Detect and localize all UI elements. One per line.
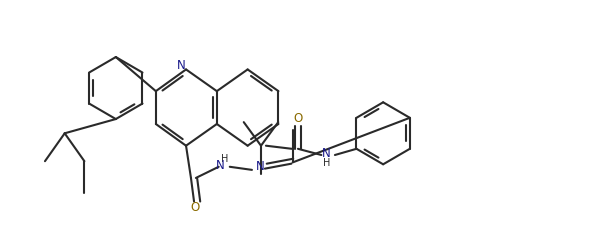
- Text: N: N: [322, 147, 331, 160]
- Text: H: H: [221, 154, 229, 164]
- Text: N: N: [177, 59, 186, 72]
- Text: N: N: [256, 160, 264, 173]
- Text: O: O: [190, 201, 200, 214]
- Text: N: N: [216, 159, 224, 172]
- Text: H: H: [323, 158, 330, 168]
- Text: O: O: [293, 112, 302, 125]
